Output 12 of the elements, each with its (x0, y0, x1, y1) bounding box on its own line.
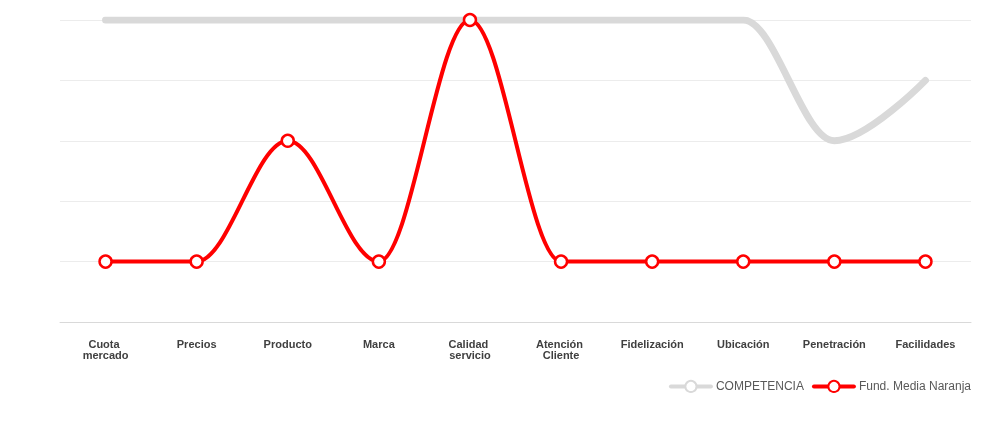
x-tick-label: Facilidades (895, 337, 956, 350)
x-tick-label: Calidad servicio (448, 337, 492, 361)
x-tick-label: Penetración (802, 337, 867, 350)
x-tick-label: Producto (263, 337, 313, 350)
x-tick-label: Fidelización (620, 337, 684, 350)
x-tick-label: Atención Cliente (535, 337, 587, 361)
x-tick-label: Marca (362, 337, 396, 350)
x-tick-label: Precios (176, 337, 217, 350)
x-tick-label: Cuota mercado (82, 337, 129, 361)
legend-label: COMPETENCIA (715, 379, 804, 394)
x-tick-label: Ubicación (716, 337, 770, 350)
legend-label: Fund. Media Naranja (858, 379, 972, 394)
